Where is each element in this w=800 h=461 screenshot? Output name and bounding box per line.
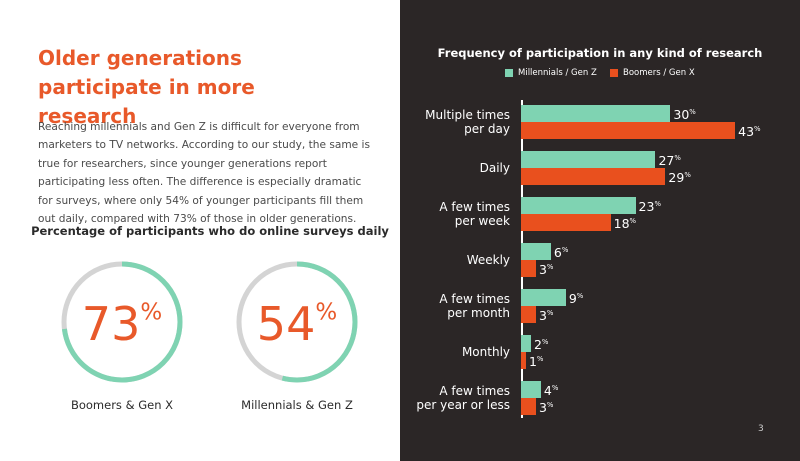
gauge-label: Boomers & Gen X bbox=[71, 398, 173, 412]
bar bbox=[521, 289, 566, 306]
body-text: Reaching millennials and Gen Z is diffic… bbox=[38, 121, 371, 226]
category-label: Multiple times per day bbox=[425, 108, 510, 136]
value-label: 9% bbox=[568, 291, 584, 307]
bar bbox=[521, 381, 541, 398]
value-label: 3% bbox=[538, 308, 554, 324]
value-label: 3% bbox=[538, 262, 554, 278]
bar bbox=[521, 352, 526, 369]
gauge-title: Percentage of participants who do online… bbox=[31, 224, 389, 238]
legend-swatch bbox=[505, 69, 513, 77]
bar bbox=[521, 260, 536, 277]
gauge-arc bbox=[236, 261, 358, 383]
bar bbox=[521, 214, 611, 231]
value-label: 30% bbox=[673, 107, 696, 123]
category-label: A few times per month bbox=[439, 292, 510, 320]
category-label: Monthly bbox=[461, 345, 510, 359]
gauge-label: Millennials & Gen Z bbox=[241, 398, 353, 412]
category-label: Weekly bbox=[466, 253, 510, 267]
bar bbox=[521, 151, 656, 168]
value-label: 29% bbox=[668, 170, 691, 186]
value-label: 43% bbox=[738, 124, 761, 140]
value-label: 1% bbox=[528, 354, 544, 370]
gauge-value: 54% bbox=[257, 297, 337, 351]
legend-item: Millennials / Gen Z bbox=[505, 68, 597, 78]
bar bbox=[521, 105, 671, 122]
heading: Older generations participate in more re… bbox=[38, 46, 255, 128]
bar bbox=[521, 398, 536, 415]
value-label: 2% bbox=[533, 337, 549, 353]
bar bbox=[521, 122, 736, 139]
bar bbox=[521, 306, 536, 323]
value-label: 4% bbox=[543, 383, 559, 399]
value-label: 27% bbox=[658, 153, 681, 169]
gauge-value: 73% bbox=[82, 297, 162, 351]
legend-label: Boomers / Gen X bbox=[623, 68, 695, 78]
gauge-arc bbox=[61, 261, 183, 383]
bar bbox=[521, 243, 551, 260]
value-label: 6% bbox=[553, 245, 569, 261]
category-label: A few times per year or less bbox=[416, 384, 510, 412]
value-label: 3% bbox=[538, 400, 554, 416]
legend-item: Boomers / Gen X bbox=[610, 68, 695, 78]
bar bbox=[521, 335, 531, 352]
value-label: 18% bbox=[613, 216, 637, 232]
gauges: 73% Boomers & Gen X 54% Millennials & Gen Z bbox=[61, 261, 358, 412]
page-number: 3 bbox=[758, 424, 764, 434]
category-label: A few times per week bbox=[439, 200, 510, 228]
legend-label: Millennials / Gen Z bbox=[518, 68, 597, 78]
value-label: 23% bbox=[638, 199, 661, 215]
legend-swatch bbox=[610, 69, 618, 77]
bar-chart-title: Frequency of participation in any kind o… bbox=[437, 46, 763, 60]
bar bbox=[521, 197, 636, 214]
bar bbox=[521, 168, 666, 185]
category-label: Daily bbox=[479, 161, 510, 175]
